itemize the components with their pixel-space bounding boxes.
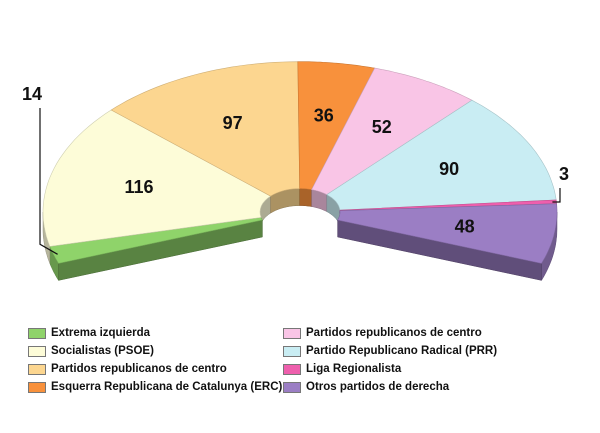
legend-item-5: Partidos republicanos de centro	[283, 327, 482, 339]
legend-label: Otros partidos de derecha	[306, 381, 450, 393]
sector-1	[49, 217, 263, 264]
legend-label: Extrema izquierda	[51, 327, 151, 339]
legend-label: Partidos republicanos de centro	[306, 327, 482, 339]
seat-label-5: 52	[372, 117, 392, 137]
seat-label-7: 3	[559, 164, 569, 184]
callout-line-1	[39, 108, 58, 255]
seat-label-3: 97	[223, 113, 243, 133]
parliament-chart: 14 116 97 36 52 90 3 48	[22, 61, 569, 282]
legend-swatch	[28, 363, 46, 375]
callout-line-7	[552, 188, 561, 203]
legend-item-8: Otros partidos de derecha	[283, 381, 449, 393]
legend-item-2: Socialistas (PSOE)	[28, 345, 154, 357]
sector-3	[110, 61, 301, 197]
seat-label-8: 48	[455, 216, 475, 236]
seat-labels: 14 116 97 36 52 90 3 48	[22, 84, 569, 255]
legend-label: Socialistas (PSOE)	[51, 345, 154, 357]
sector-6	[326, 99, 557, 211]
legend-item-1: Extrema izquierda	[28, 327, 150, 339]
sector-4	[297, 61, 376, 190]
legend-swatch	[28, 381, 46, 393]
chart-sectors	[42, 61, 558, 264]
sector-2	[42, 109, 272, 247]
legend-item-7: Liga Regionalista	[283, 363, 401, 375]
seat-label-4: 36	[314, 106, 334, 126]
sector-8	[337, 203, 558, 264]
legend-swatch	[283, 381, 301, 393]
legend-swatch	[283, 345, 301, 357]
legend-swatch	[28, 327, 46, 339]
legend-item-6: Partido Republicano Radical (PRR)	[283, 345, 497, 357]
legend-label: Partido Republicano Radical (PRR)	[306, 345, 498, 357]
seat-label-1: 14	[22, 84, 42, 104]
legend-swatch	[283, 327, 301, 339]
seat-label-6: 90	[439, 159, 459, 179]
legend-item-3: Partidos republicanos de centro	[28, 363, 227, 375]
sector-inner-wall-4	[299, 188, 312, 207]
legend-swatch	[283, 363, 301, 375]
legend-label: Liga Regionalista	[306, 363, 402, 375]
sector-5	[311, 67, 473, 195]
legend-label: Esquerra Republicana de Catalunya (ERC)	[51, 381, 283, 393]
legend-label: Partidos republicanos de centro	[51, 363, 227, 375]
legend-swatch	[28, 345, 46, 357]
seat-label-2: 116	[124, 177, 153, 197]
legend-item-4: Esquerra Republicana de Catalunya (ERC)	[28, 381, 282, 393]
